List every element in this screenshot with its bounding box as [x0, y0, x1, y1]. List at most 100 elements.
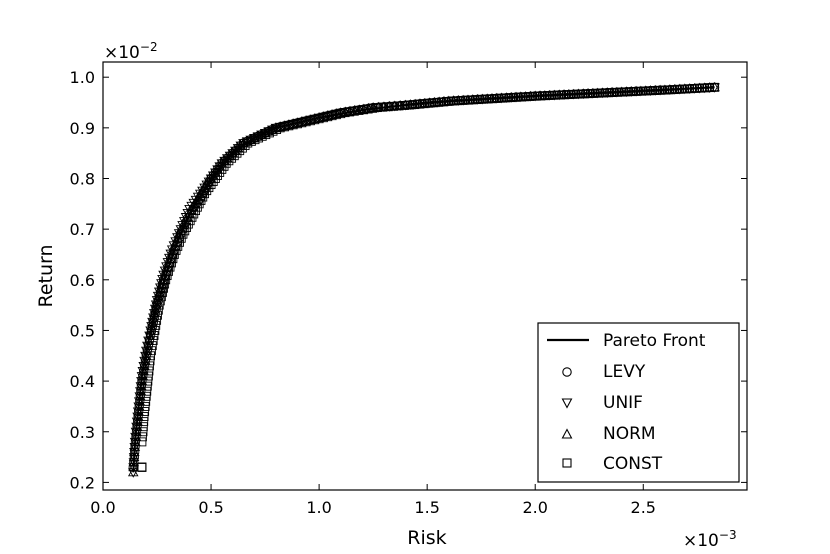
const-point [453, 96, 463, 106]
const-point [354, 106, 364, 115]
const-point [383, 102, 393, 112]
const-point [439, 97, 448, 107]
const-point [448, 96, 458, 106]
legend-triangle-up-marker-icon [561, 428, 573, 439]
const-point [143, 376, 153, 386]
y-tick-label: 0.5 [70, 321, 95, 340]
const-point [151, 320, 161, 330]
const-point [563, 90, 573, 100]
const-point [149, 331, 159, 340]
const-point [631, 86, 641, 96]
const-point [139, 412, 149, 422]
y-tick-label: 0.7 [70, 220, 95, 239]
const-point [443, 97, 453, 106]
const-point [152, 315, 162, 325]
const-point [602, 88, 612, 98]
const-point [684, 84, 694, 94]
const-point [137, 437, 147, 447]
const-point [607, 88, 617, 98]
const-point [640, 86, 650, 96]
const-point [506, 93, 516, 103]
const-point [611, 87, 621, 97]
series-const [137, 82, 720, 472]
const-point [141, 391, 151, 401]
const-point [458, 95, 468, 105]
const-point [429, 98, 439, 108]
legend-label-const: CONST [603, 454, 663, 474]
const-point [143, 371, 153, 381]
const-point [232, 148, 242, 158]
const-point [137, 432, 147, 442]
const-point [219, 161, 229, 171]
const-point [349, 106, 359, 116]
const-point [150, 325, 160, 335]
const-point [549, 90, 559, 100]
y-tick-label: 0.9 [70, 119, 95, 138]
const-point [419, 99, 429, 109]
legend-circle-marker-icon [562, 367, 572, 377]
const-point [224, 156, 234, 166]
const-point [145, 361, 154, 371]
norm-point [128, 456, 140, 467]
legend-label-norm: NORM [603, 424, 656, 444]
const-point [568, 89, 578, 99]
const-point [140, 407, 150, 416]
x-axis-label: Risk [407, 527, 446, 549]
legend-box [537, 322, 740, 483]
x-axis-scale-factor: ×10−3 [683, 528, 737, 551]
const-point [539, 91, 549, 101]
const-point [482, 94, 492, 104]
const-point [710, 82, 720, 92]
const-point [142, 386, 152, 396]
const-point [138, 427, 148, 437]
const-point [176, 233, 186, 243]
const-point [635, 86, 645, 96]
unif-point [127, 468, 139, 478]
const-point [477, 94, 487, 104]
y-tick-label: 0.3 [70, 423, 95, 442]
const-point [293, 119, 302, 129]
const-point [147, 341, 157, 351]
const-point [573, 89, 583, 99]
const-point [389, 101, 399, 111]
const-point [650, 86, 660, 95]
const-point [659, 85, 669, 95]
const-point [217, 164, 227, 174]
norm-point [129, 441, 141, 451]
const-point [463, 95, 472, 105]
const-point [405, 100, 415, 110]
const-point [424, 98, 434, 108]
x-axis-ticks: 0.0 0.5 1.0 1.5 2.0 2.5 [90, 62, 656, 517]
norm-point [138, 365, 149, 375]
x-tick-label: 0.0 [90, 498, 115, 517]
legend-label-levy: LEVY [603, 362, 646, 382]
const-point [148, 336, 158, 346]
legend-square-marker-icon [562, 458, 572, 468]
unif-point [128, 458, 140, 468]
const-point [587, 89, 597, 98]
const-point [345, 107, 355, 117]
const-point [237, 143, 247, 153]
const-point [592, 88, 602, 98]
const-point [400, 101, 409, 110]
const-point [394, 101, 404, 111]
const-point [491, 94, 501, 103]
const-point [501, 93, 511, 103]
norm-point [128, 461, 139, 472]
const-point [140, 401, 150, 411]
const-point [363, 104, 373, 114]
const-point [378, 102, 388, 112]
const-point [373, 103, 382, 113]
const-point [472, 95, 482, 105]
unif-point [128, 453, 140, 463]
const-point [410, 100, 420, 110]
const-point [146, 351, 155, 361]
x-tick-label: 2.5 [631, 498, 656, 517]
const-point [520, 92, 530, 102]
norm-point [129, 446, 140, 456]
const-point [511, 92, 520, 102]
norm-point [128, 451, 140, 462]
const-point [144, 366, 154, 376]
const-point [229, 151, 239, 161]
